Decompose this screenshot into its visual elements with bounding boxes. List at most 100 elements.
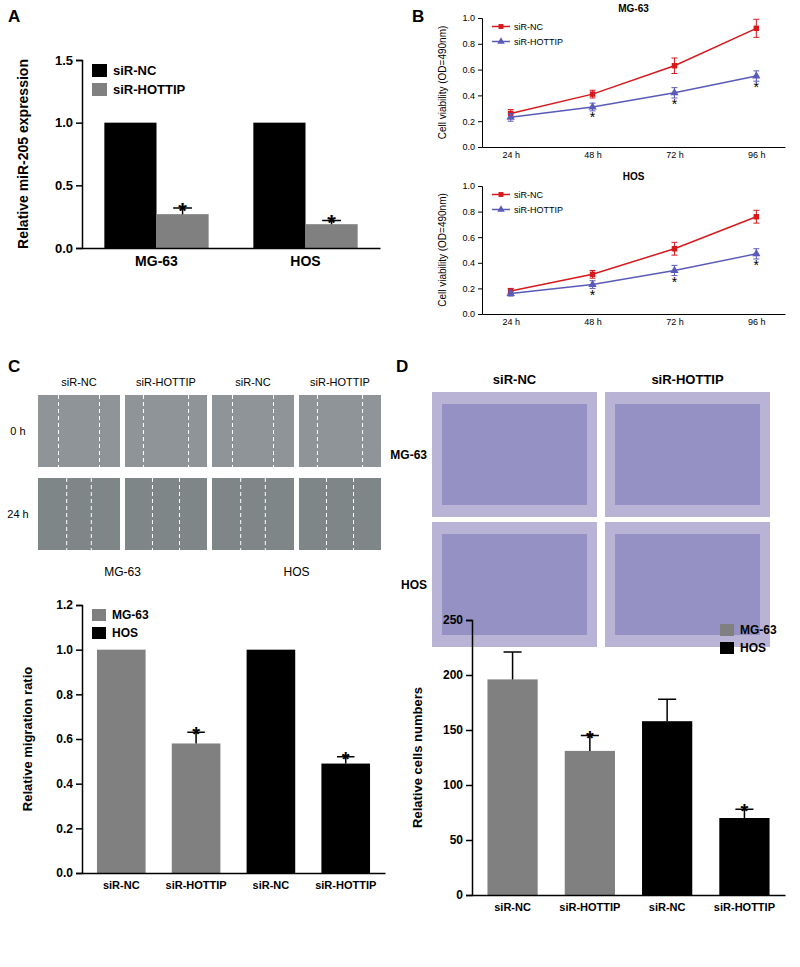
- micrograph: [38, 478, 120, 550]
- y-tick-mark: [76, 739, 82, 741]
- wound-edge: [152, 478, 153, 550]
- y-tick-label: 0.4: [462, 258, 475, 268]
- y-tick: 0.0: [56, 866, 82, 880]
- y-tick: 0: [456, 888, 472, 902]
- legend: MG-63HOS: [720, 623, 777, 655]
- y-tick: 0.8: [462, 39, 482, 49]
- x-axis-line: [83, 248, 381, 250]
- bar: [247, 650, 296, 873]
- y-tick-mark: [76, 605, 82, 607]
- x-tick-label: HOS: [290, 253, 320, 269]
- y-tick-label: 1.2: [56, 598, 73, 612]
- y-tick: 0.4: [462, 258, 482, 268]
- legend-swatch: [720, 642, 734, 654]
- legend-swatch: [497, 37, 504, 43]
- y-tick-label: 0.4: [462, 91, 475, 101]
- significance-mark: *: [590, 109, 596, 125]
- y-tick-mark: [478, 263, 482, 264]
- bar: [487, 679, 537, 895]
- x-tick: siR-HOTTIP: [714, 901, 775, 913]
- x-tick: siR-HOTTIP: [315, 879, 376, 891]
- y-axis: 0.00.20.40.60.81.0: [462, 181, 482, 319]
- annotations: ***: [590, 79, 760, 125]
- wound-edge: [99, 395, 100, 467]
- x-tick: 72 h: [666, 150, 684, 160]
- group-label: MG-63: [104, 565, 141, 579]
- legend-label: MG-63: [112, 608, 149, 622]
- y-tick-label: 0: [456, 888, 463, 902]
- y-tick: 0.0: [462, 309, 482, 319]
- x-tick-label: MG-63: [135, 253, 178, 269]
- legend-swatch: [92, 64, 107, 77]
- wound-edge: [362, 395, 363, 467]
- micrograph: [432, 522, 597, 647]
- micrograph: [299, 478, 381, 550]
- y-tick-mark: [478, 186, 482, 187]
- x-tick: siR-HOTTIP: [559, 901, 620, 913]
- y-tick: 1.0: [462, 181, 482, 191]
- x-tick-label: 48 h: [584, 150, 602, 160]
- legend-label: MG-63: [740, 623, 777, 637]
- row-label: 0 h: [10, 425, 25, 437]
- row-label: MG-63: [390, 448, 427, 462]
- error-bar: [753, 19, 759, 37]
- x-tick: 96 h: [748, 317, 766, 327]
- x-axis: 24 h48 h72 h96 h: [483, 315, 786, 328]
- legend-label: siR-NC: [514, 190, 543, 200]
- group-label: HOS: [283, 565, 309, 579]
- marker: [507, 289, 515, 296]
- bar: [642, 721, 692, 895]
- series-line: [511, 217, 757, 291]
- x-tick: 48 h: [584, 150, 602, 160]
- plot-area: [507, 19, 761, 121]
- marker: [754, 26, 759, 31]
- column-label: siR-HOTTIP: [310, 376, 370, 388]
- significance-mark: *: [586, 727, 594, 749]
- y-tick: 0.0: [55, 241, 82, 256]
- y-tick-label: 150: [443, 723, 463, 737]
- x-axis-line: [483, 147, 786, 148]
- column-label: siR-NC: [493, 372, 537, 387]
- y-tick: 0.6: [462, 233, 482, 243]
- significance-mark: *: [754, 79, 760, 95]
- error-bar: [671, 242, 677, 255]
- marker: [670, 266, 678, 273]
- panel-label: A: [8, 7, 20, 26]
- y-tick: 0.6: [462, 65, 482, 75]
- x-tick-label: 48 h: [584, 317, 602, 327]
- y-tick-label: 0.8: [56, 688, 73, 702]
- y-axis-title: Cell viability (OD=490nm): [437, 193, 448, 307]
- y-tick-mark: [76, 828, 82, 830]
- y-tick-mark: [478, 237, 482, 238]
- significance-mark: *: [741, 800, 749, 822]
- y-tick-mark: [478, 212, 482, 213]
- significance-mark: *: [342, 748, 350, 770]
- y-tick-mark: [466, 840, 472, 842]
- x-tick: siR-NC: [103, 879, 140, 891]
- y-tick-mark: [478, 147, 482, 148]
- chart-line: 0.00.20.40.60.81.0Cell viability (OD=490…: [437, 3, 786, 160]
- y-tick-mark: [478, 314, 482, 315]
- legend-swatch: [499, 192, 504, 197]
- panel-label: C: [8, 357, 20, 376]
- annotations: ***: [590, 257, 760, 302]
- x-tick: siR-NC: [494, 901, 531, 913]
- y-tick-label: 1.0: [55, 115, 73, 130]
- y-axis-title: Relative miR-205 expression: [15, 59, 31, 249]
- y-axis: 050100150200250: [443, 613, 473, 902]
- y-tick-label: 1.0: [56, 643, 73, 657]
- y-tick-mark: [466, 730, 472, 732]
- y-tick-mark: [466, 895, 472, 897]
- y-tick: 0.0: [462, 142, 482, 152]
- wound-edge: [240, 478, 241, 550]
- legend-item: siR-HOTTIP: [92, 82, 186, 97]
- x-axis: siR-NCsiR-HOTTIPsiR-NCsiR-HOTTIP: [473, 896, 786, 913]
- y-tick: 200: [443, 668, 472, 682]
- legend-label: siR-NC: [113, 63, 157, 78]
- y-tick-mark: [76, 649, 82, 651]
- bar: [104, 123, 156, 248]
- significance-mark: *: [178, 198, 187, 223]
- y-tick-mark: [478, 288, 482, 289]
- x-tick: 24 h: [502, 150, 520, 160]
- x-tick: 48 h: [584, 317, 602, 327]
